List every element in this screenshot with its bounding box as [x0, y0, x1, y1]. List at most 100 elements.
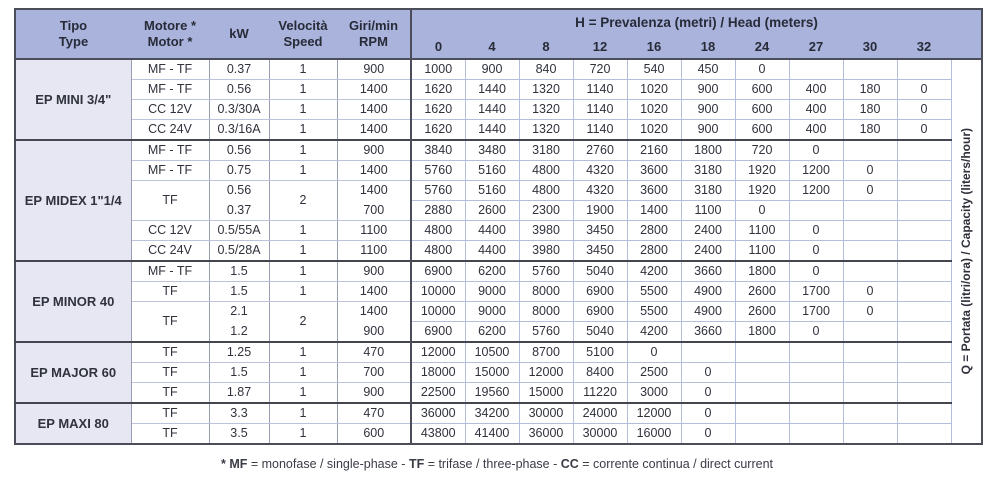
capacity-cell: 2400 [680, 240, 736, 262]
col-header-rpm: Giri/min RPM [337, 9, 412, 60]
rpm-cell: 1400 [336, 79, 412, 100]
capacity-cell: 3600 [626, 180, 682, 201]
capacity-cell: 6200 [464, 321, 520, 343]
speed-cell: 1 [268, 402, 338, 424]
motor-cell: CC 24V [130, 240, 210, 262]
capacity-cell: 4320 [572, 180, 628, 201]
capacity-cell: 0 [788, 220, 844, 241]
capacity-cell: 900 [680, 119, 736, 141]
group-name-cell: EP MINI 3/4" [15, 58, 132, 141]
motor-cell: TF [130, 281, 210, 302]
capacity-cell: 0 [680, 382, 736, 404]
head-value-8: 30 [843, 34, 897, 60]
capacity-cell: 600 [734, 119, 790, 141]
capacity-cell [788, 423, 844, 445]
capacity-cell [896, 220, 952, 241]
capacity-cell: 3660 [680, 260, 736, 282]
capacity-cell: 4200 [626, 260, 682, 282]
capacity-cell: 1620 [410, 119, 466, 141]
rpm-cell: 1400 [336, 180, 412, 201]
capacity-cell: 6200 [464, 260, 520, 282]
head-meters-title: H = Prevalenza (metri) / Head (meters) [410, 9, 982, 34]
kw-cell: 0.37 [208, 58, 270, 80]
capacity-cell: 3450 [572, 240, 628, 262]
header-row-top: Tipo Type Motore * Motor * kW Velocità S… [15, 9, 982, 60]
capacity-cell: 1100 [734, 220, 790, 241]
head-value-3: 12 [573, 34, 627, 60]
capacity-cell: 1020 [626, 119, 682, 141]
table-row: CC 24V 0.5/28A 1 1100 4800 4400 3980 3450 2800 24… [15, 240, 982, 262]
speed-cell: 1 [268, 79, 338, 100]
speed-cell: 1 [268, 220, 338, 241]
capacity-cell: 5160 [464, 180, 520, 201]
capacity-cell: 5040 [572, 321, 628, 343]
col-header-rpm-line1: Giri/min [348, 17, 399, 33]
kw-cell: 0.3/16A [208, 119, 270, 141]
capacity-cell: 400 [788, 79, 844, 100]
capacity-cell [896, 160, 952, 181]
col-header-tipo-line1: Tipo [59, 17, 88, 33]
head-value-2: 8 [519, 34, 573, 60]
capacity-cell [788, 341, 844, 363]
capacity-cell: 2400 [680, 220, 736, 241]
capacity-cell: 1700 [788, 281, 844, 302]
speed-cell: 1 [268, 382, 338, 404]
head-value-0: 0 [411, 34, 465, 60]
capacity-cell: 5760 [518, 260, 574, 282]
capacity-cell: 5760 [518, 321, 574, 343]
capacity-cell: 1200 [788, 160, 844, 181]
capacity-cell: 540 [626, 58, 682, 80]
capacity-cell: 10000 [410, 281, 466, 302]
capacity-cell [842, 402, 898, 424]
capacity-cell: 10500 [464, 341, 520, 363]
capacity-cell [896, 139, 952, 161]
capacity-cell: 400 [788, 119, 844, 141]
rpm-cell: 1100 [336, 240, 412, 262]
capacity-cell: 0 [680, 362, 736, 383]
capacity-cell: 0 [788, 260, 844, 282]
rpm-cell: 1400 [336, 99, 412, 120]
kw-cell: 1.5 [208, 362, 270, 383]
motor-cell: CC 12V [130, 99, 210, 120]
col-header-motore-line1: Motore * [144, 17, 196, 33]
table-header: Tipo Type Motore * Motor * kW Velocità S… [15, 9, 982, 60]
capacity-cell: 19560 [464, 382, 520, 404]
capacity-cell: 1320 [518, 79, 574, 100]
group-name-cell: EP MINOR 40 [15, 260, 132, 343]
motor-cell: MF - TF [130, 139, 210, 161]
capacity-cell: 3660 [680, 321, 736, 343]
capacity-cell: 0 [626, 341, 682, 363]
capacity-cell [896, 58, 952, 80]
capacity-cell [896, 341, 952, 363]
capacity-cell: 720 [734, 139, 790, 161]
kw-cell: 0.56 [208, 180, 270, 201]
capacity-cell: 3980 [518, 220, 574, 241]
motor-cell: MF - TF [130, 79, 210, 100]
capacity-cell: 41400 [464, 423, 520, 445]
capacity-cell: 2800 [626, 220, 682, 241]
capacity-cell: 3180 [680, 160, 736, 181]
capacity-cell: 5160 [464, 160, 520, 181]
table-row: EP MINI 3/4" MF - TF 0.37 1 900 1000 900 840 720… [15, 58, 983, 445]
head-value-7: 27 [789, 34, 843, 60]
group-name-cell: EP MAJOR 60 [15, 341, 132, 404]
capacity-cell: 600 [734, 79, 790, 100]
capacity-cell [842, 423, 898, 445]
capacity-cell: 0 [842, 180, 898, 201]
capacity-cell: 2300 [518, 200, 574, 221]
capacity-cell: 0 [734, 200, 790, 221]
speed-cell: 1 [268, 423, 338, 445]
capacity-cell [788, 362, 844, 383]
capacity-cell: 1200 [788, 180, 844, 201]
capacity-cell: 180 [842, 119, 898, 141]
rpm-cell: 700 [336, 362, 412, 383]
capacity-cell: 8400 [572, 362, 628, 383]
capacity-cell: 12000 [518, 362, 574, 383]
capacity-cell: 3180 [518, 139, 574, 161]
capacity-cell: 0 [842, 160, 898, 181]
capacity-cell [896, 240, 952, 262]
capacity-cell: 15000 [464, 362, 520, 383]
rpm-cell: 470 [336, 341, 412, 363]
motor-cell: TF [130, 382, 210, 404]
